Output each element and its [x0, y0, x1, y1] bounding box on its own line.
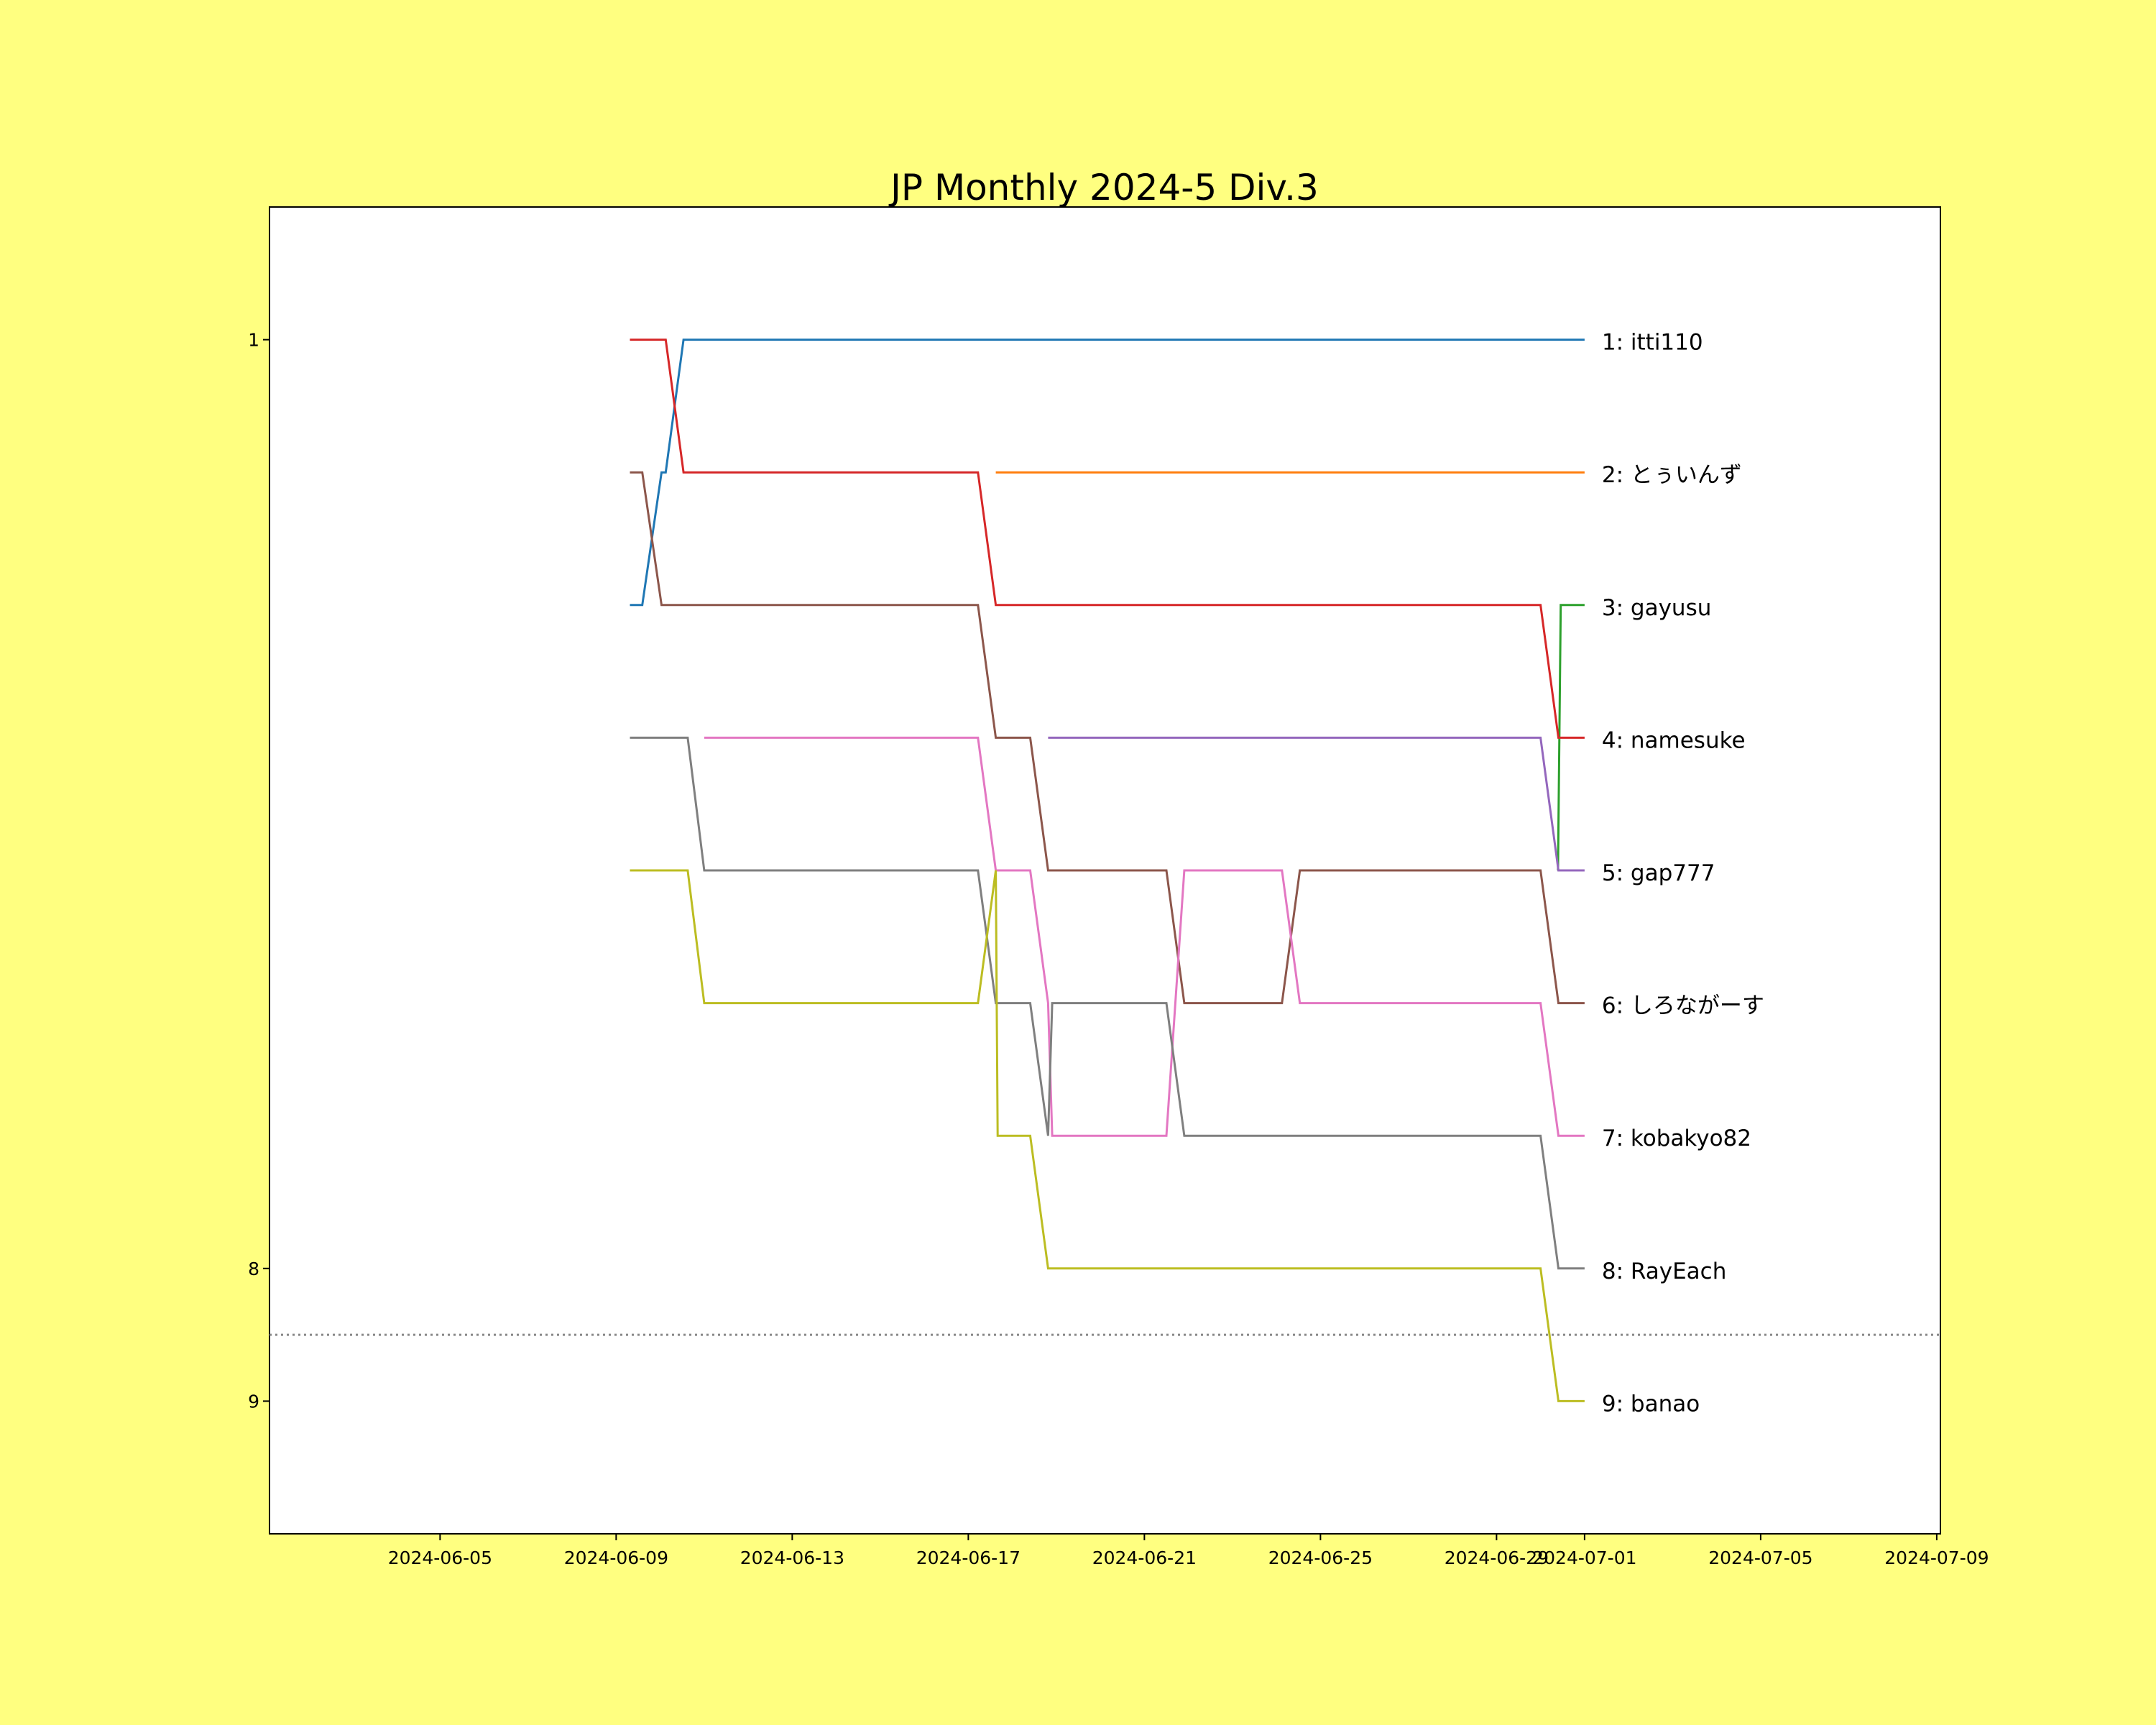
series-line [630, 339, 1585, 607]
series-label: 9: banao [1602, 1391, 1700, 1417]
y-axis-ticks: 1 8 9 [248, 330, 270, 1412]
series-group [630, 339, 1585, 1402]
x-tick-label: 2024-06-17 [916, 1547, 1021, 1568]
series-labels: 1: itti110 2: とぅいんず 3: gayusu 4: namesuke 5:… [1602, 330, 1764, 1417]
x-tick-label: 2024-06-29 [1445, 1547, 1549, 1568]
series-label: 5: gap777 [1602, 860, 1715, 886]
series-line [630, 869, 1585, 1402]
series-label: 1: itti110 [1602, 330, 1703, 356]
series-line [1557, 604, 1585, 871]
series-label: 3: gayusu [1602, 595, 1712, 621]
chart-title: JP Monthly 2024-5 Div.3 [888, 167, 1319, 208]
x-tick-label: 2024-06-05 [388, 1547, 492, 1568]
series-line [630, 339, 1585, 739]
y-tick-label: 1 [248, 330, 259, 351]
series-label: 8: RayEach [1602, 1259, 1727, 1284]
x-tick-label: 2024-07-05 [1708, 1547, 1812, 1568]
series-label: 6: しろながーす [1602, 993, 1764, 1019]
series-line [630, 471, 1585, 1005]
x-tick-label: 2024-07-01 [1532, 1547, 1636, 1568]
x-tick-label: 2024-06-21 [1092, 1547, 1197, 1568]
x-axis-ticks: 2024-06-05 2024-06-09 2024-06-13 2024-06-17… [388, 1534, 1989, 1568]
x-tick-label: 2024-06-13 [740, 1547, 844, 1568]
y-tick-label: 8 [248, 1259, 259, 1279]
x-tick-label: 2024-07-09 [1884, 1547, 1989, 1568]
series-line [1048, 736, 1585, 872]
x-tick-label: 2024-06-25 [1268, 1547, 1373, 1568]
series-label: 4: namesuke [1602, 727, 1746, 753]
series-label: 2: とぅいんず [1602, 462, 1742, 488]
x-tick-label: 2024-06-09 [564, 1547, 668, 1568]
series-line [630, 736, 1585, 1270]
series-label: 7: kobakyo82 [1602, 1126, 1751, 1151]
y-tick-label: 9 [248, 1391, 259, 1412]
